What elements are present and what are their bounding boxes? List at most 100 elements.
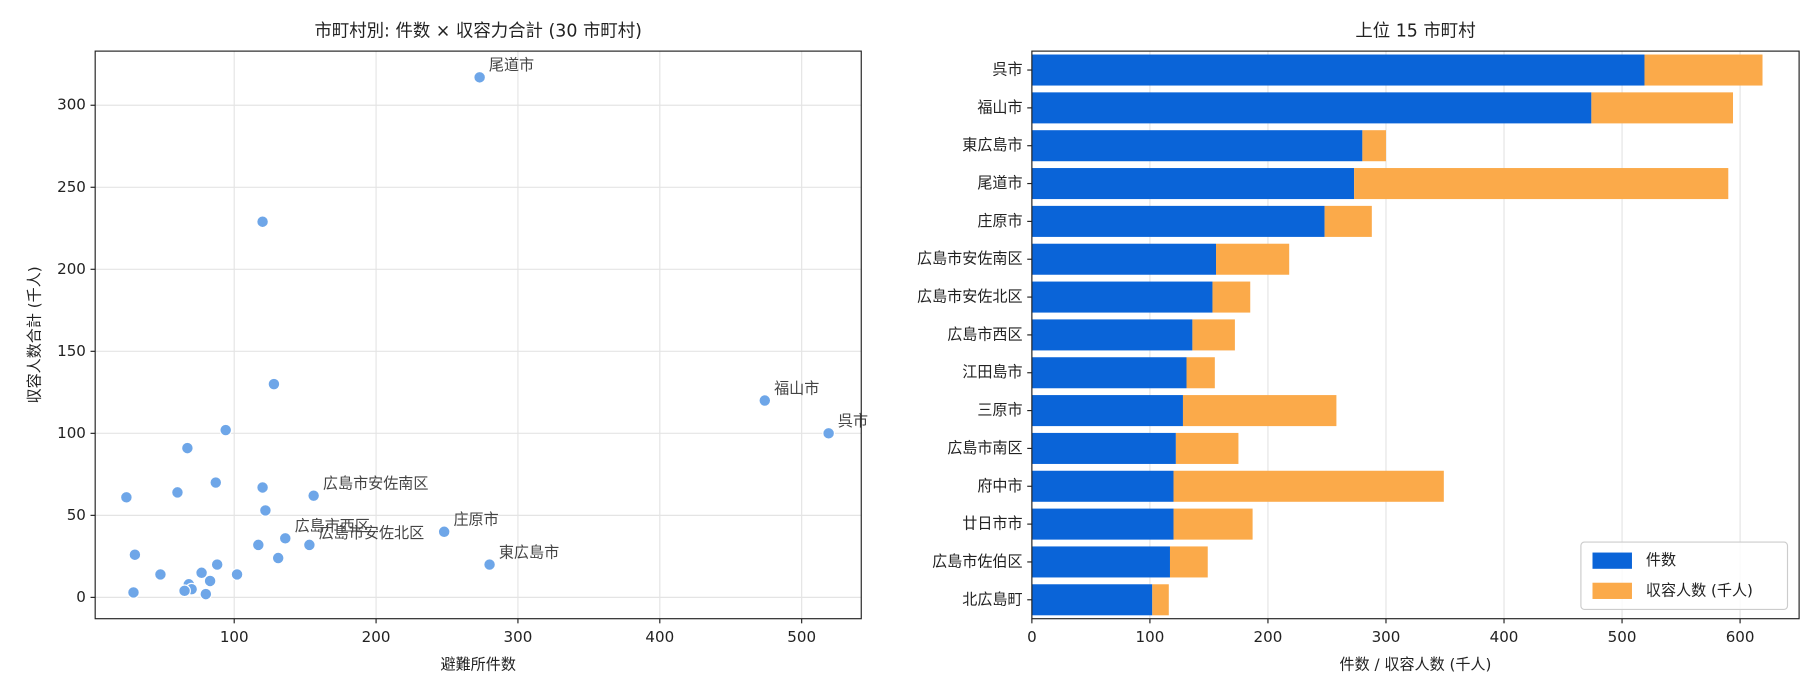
point xyxy=(758,394,772,407)
bar xyxy=(1031,319,1193,351)
y-tick-label: 尾道市 xyxy=(977,174,1022,192)
bar xyxy=(1591,92,1734,124)
bar xyxy=(1031,92,1592,124)
y-tick-label: 三原市 xyxy=(977,401,1022,419)
bar xyxy=(1031,546,1170,578)
legend-swatch xyxy=(1592,552,1632,569)
y-tick-label: 福山市 xyxy=(977,98,1022,116)
bar xyxy=(1031,130,1363,162)
y-tick-label: 広島市安佐南区 xyxy=(917,250,1023,268)
bar xyxy=(1031,54,1645,86)
bar xyxy=(1031,168,1355,200)
y-tick-label: 50 xyxy=(67,506,86,524)
point-label: 庄原市 xyxy=(453,511,498,529)
point xyxy=(303,538,316,552)
x-tick-label: 100 xyxy=(1136,628,1165,646)
point xyxy=(195,566,208,580)
bar xyxy=(1031,584,1153,616)
x-tick-label: 400 xyxy=(645,628,674,646)
point xyxy=(154,568,167,581)
bar xyxy=(1031,357,1187,389)
y-tick-label: 庄原市 xyxy=(977,212,1022,230)
x-tick-label: 300 xyxy=(1372,628,1401,646)
x-tick-label: 200 xyxy=(362,628,391,646)
bar xyxy=(1216,243,1290,275)
y-tick-label: 北広島町 xyxy=(962,590,1022,608)
point xyxy=(199,587,213,601)
x-tick-label: 400 xyxy=(1490,628,1519,646)
chart-title: 上位 15 市町村 xyxy=(1355,21,1475,41)
point xyxy=(128,548,142,562)
x-tick-label: 200 xyxy=(1254,628,1283,646)
bar xyxy=(1169,546,1208,578)
y-tick-label: 広島市安佐北区 xyxy=(917,288,1023,306)
bar xyxy=(1031,470,1174,502)
x-tick-label: 0 xyxy=(1027,628,1037,646)
bar xyxy=(1182,395,1337,427)
bar xyxy=(1031,281,1213,313)
y-tick-label: 150 xyxy=(57,342,86,360)
y-tick-label: 東広島市 xyxy=(962,136,1022,154)
point-label: 呉市 xyxy=(838,412,868,430)
bar xyxy=(1186,357,1215,389)
point-label: 東広島市 xyxy=(499,543,559,561)
x-tick-label: 500 xyxy=(787,628,816,646)
point xyxy=(256,215,269,229)
bar xyxy=(1173,508,1253,540)
legend-label: 収容人数 (千人) xyxy=(1646,581,1753,599)
x-tick-label: 500 xyxy=(1608,628,1637,646)
point xyxy=(256,481,269,494)
legend-swatch xyxy=(1592,582,1632,599)
legend-box xyxy=(1580,541,1789,611)
point xyxy=(307,489,321,503)
point xyxy=(120,490,133,504)
bar xyxy=(1175,432,1239,464)
y-axis-label: 収容人数合計 (千人) xyxy=(25,266,43,403)
bar xyxy=(1212,281,1251,313)
point xyxy=(267,377,281,391)
y-tick-label: 250 xyxy=(57,178,86,196)
point xyxy=(178,584,191,598)
point xyxy=(230,568,244,581)
bar xyxy=(1031,432,1176,464)
point xyxy=(278,531,292,545)
bar xyxy=(1031,508,1174,540)
y-tick-label: 広島市西区 xyxy=(947,325,1022,343)
point xyxy=(271,551,285,565)
y-tick-label: 100 xyxy=(57,424,86,442)
point xyxy=(473,70,487,84)
bar xyxy=(1031,243,1217,275)
point xyxy=(127,586,140,599)
y-tick-label: 200 xyxy=(57,260,86,278)
point xyxy=(209,476,223,489)
plot-frame xyxy=(94,50,862,620)
point xyxy=(181,441,194,455)
point-label: 広島市安佐北区 xyxy=(319,524,425,542)
y-tick-label: 廿日市市 xyxy=(962,515,1022,533)
bar xyxy=(1644,54,1763,86)
bar xyxy=(1031,395,1183,427)
y-tick-label: 府中市 xyxy=(977,477,1022,495)
y-tick-label: 0 xyxy=(76,588,86,606)
point-label: 福山市 xyxy=(774,379,819,397)
point xyxy=(822,426,836,440)
point xyxy=(210,558,224,571)
y-tick-label: 呉市 xyxy=(992,61,1022,79)
plot-frame xyxy=(1031,50,1800,620)
point xyxy=(437,525,451,539)
point xyxy=(171,486,184,499)
point xyxy=(251,538,265,552)
legend-label: 件数 xyxy=(1646,551,1676,569)
x-axis-label: 避難所件数 xyxy=(441,656,516,674)
point xyxy=(483,558,496,571)
x-axis-label: 件数 / 収容人数 (千人) xyxy=(1340,656,1492,674)
bar xyxy=(1324,205,1372,237)
bar xyxy=(1192,319,1235,351)
y-tick-label: 広島市佐伯区 xyxy=(932,552,1022,570)
bar xyxy=(1354,168,1729,200)
point-label: 広島市西区 xyxy=(295,517,370,535)
chart-title: 市町村別: 件数 × 収容力合計 (30 市町村) xyxy=(314,21,642,41)
y-tick-label: 広島市南区 xyxy=(947,439,1022,457)
